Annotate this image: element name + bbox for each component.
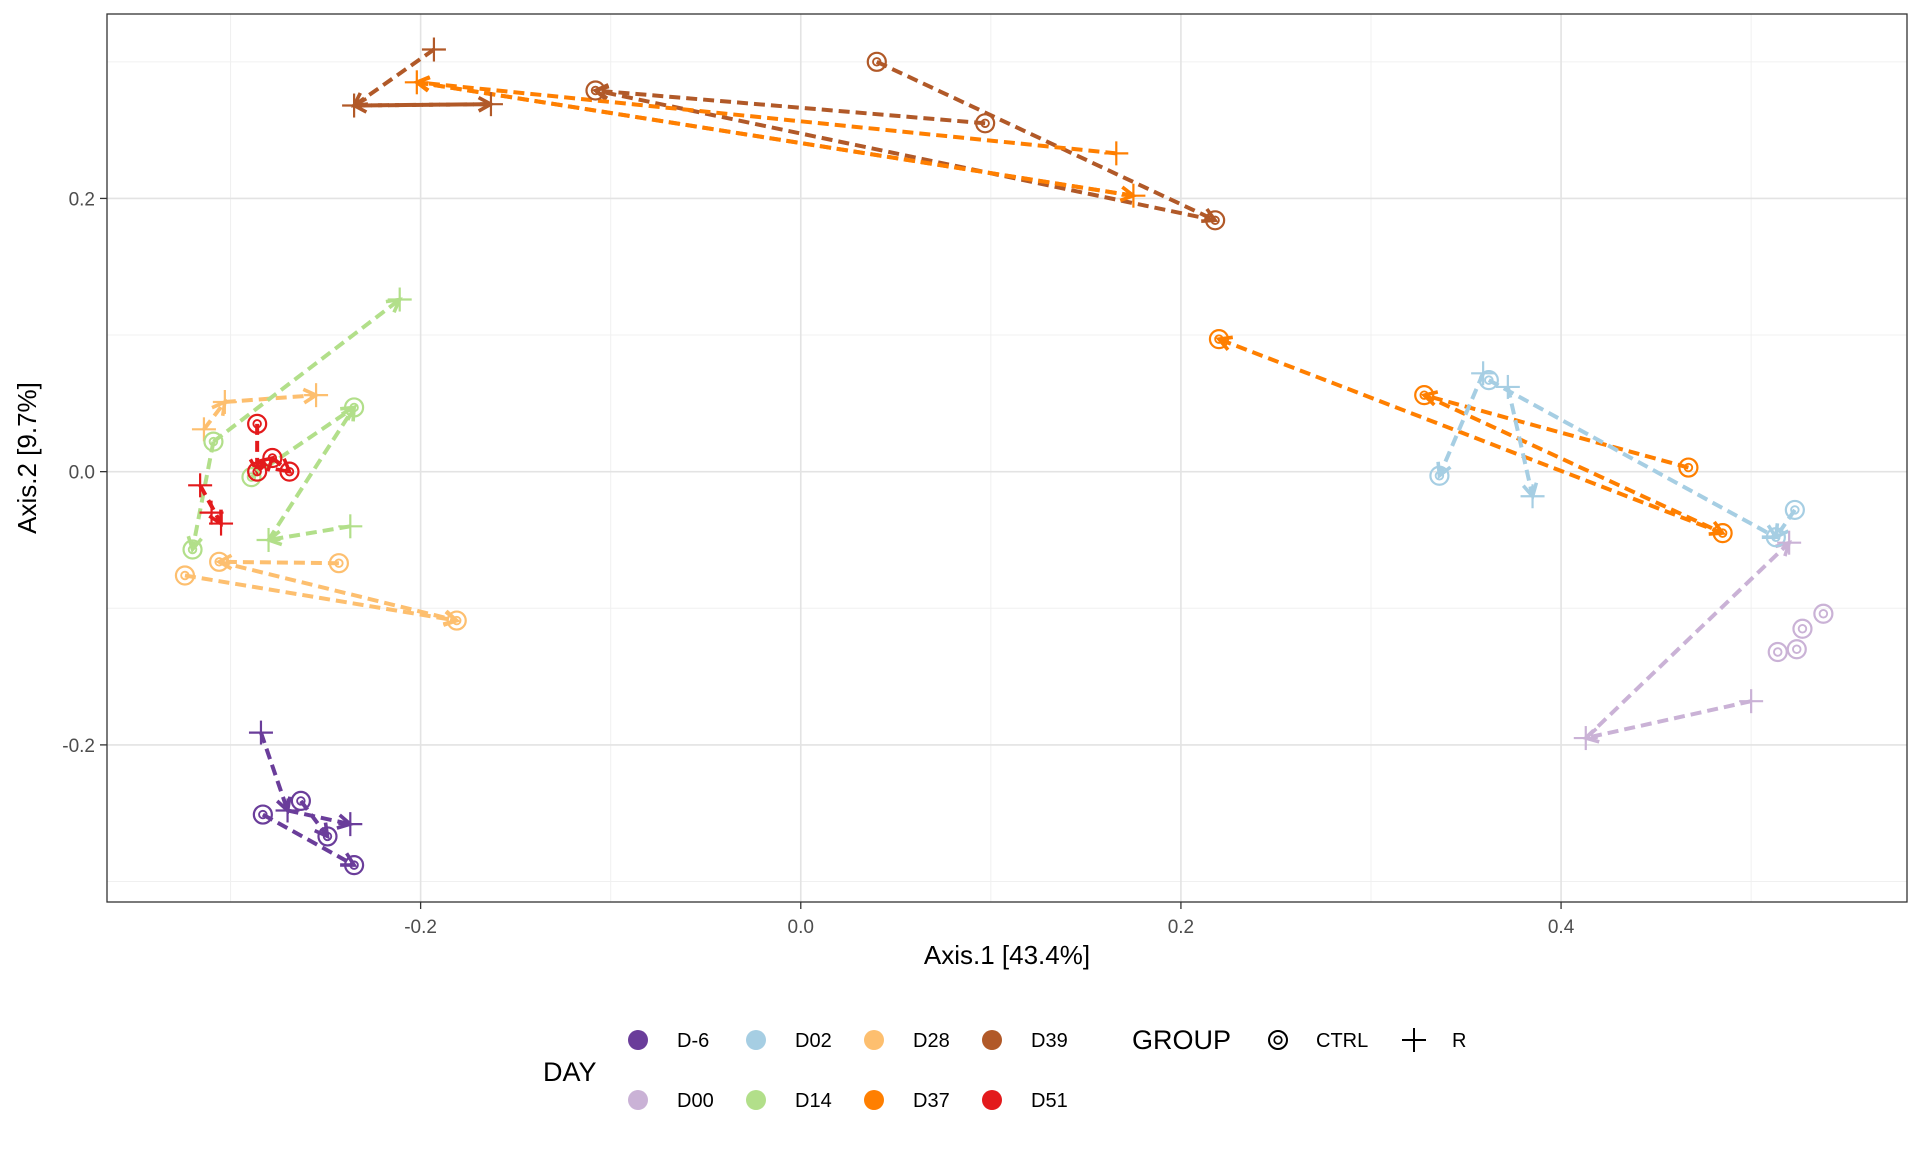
- point-r: [387, 287, 412, 312]
- point-ctrl: [182, 539, 203, 560]
- y-axis-title: Axis.2 [9.7%]: [12, 382, 42, 534]
- legend: DAY GROUP D-6 D02 D28 D39 D00 D14 D37 D51 CTRL R: [543, 1025, 1466, 1112]
- trajectory-arrows: [184, 47, 1797, 867]
- point-r: [342, 93, 367, 118]
- x-axis-title: Axis.1 [43.4%]: [924, 940, 1090, 970]
- point-ctrl: [247, 413, 268, 434]
- point-ctrl: [262, 447, 283, 469]
- point-ctrl: [317, 826, 338, 847]
- point-ctrl: [279, 461, 300, 482]
- point-ctrl: [1678, 457, 1699, 478]
- point-r: [1520, 484, 1545, 509]
- point-ctrl: [343, 855, 365, 876]
- point-r: [275, 798, 300, 823]
- grid-lines: [107, 14, 1907, 902]
- point-ctrl: [252, 804, 273, 825]
- legend-day-label: D00: [677, 1090, 714, 1112]
- point-ctrl: [1205, 210, 1226, 231]
- legend-day-label: D28: [913, 1030, 950, 1052]
- x-tick-label: 0.0: [788, 917, 814, 938]
- point-r: [1573, 726, 1598, 751]
- legend-day-label: D02: [795, 1030, 832, 1052]
- point-r: [209, 511, 234, 536]
- point-r: [1739, 689, 1764, 714]
- legend-group-key: [1268, 1030, 1288, 1050]
- legend-day-key: [628, 1090, 648, 1110]
- legend-group-label: CTRL: [1316, 1030, 1368, 1052]
- legend-day-label: D51: [1031, 1090, 1068, 1112]
- point-ctrl: [1478, 370, 1499, 391]
- legend-day-key: [746, 1090, 766, 1110]
- legend-day-key: [982, 1030, 1002, 1050]
- point-ctrl: [1414, 385, 1435, 406]
- point-r: [248, 720, 273, 745]
- point-r: [338, 812, 363, 837]
- legend-day-key: [982, 1090, 1002, 1110]
- point-ctrl: [343, 397, 365, 418]
- plot-panel-border: [106, 13, 1908, 903]
- point-ctrl: [328, 553, 349, 574]
- point-ctrl: [1813, 603, 1834, 624]
- point-ctrl: [241, 467, 262, 488]
- point-r: [1104, 141, 1129, 166]
- point-ctrl: [1767, 641, 1788, 663]
- point-ctrl: [247, 461, 268, 482]
- point-ctrl: [1792, 618, 1813, 639]
- point-r: [199, 500, 224, 525]
- data-points: [174, 37, 1834, 876]
- point-r: [188, 473, 213, 498]
- point-r: [304, 383, 329, 408]
- point-r: [191, 417, 216, 442]
- point-ctrl: [174, 565, 196, 586]
- point-ctrl: [1786, 639, 1807, 660]
- point-r: [1495, 374, 1520, 399]
- point-r: [256, 527, 281, 552]
- point-r: [338, 514, 363, 539]
- y-tick-label: 0.0: [69, 463, 95, 484]
- x-tick-label: -0.2: [404, 917, 437, 938]
- legend-group-title: GROUP: [1132, 1025, 1231, 1055]
- legend-day-label: D37: [913, 1090, 950, 1112]
- point-ctrl: [209, 551, 230, 572]
- legend-day-key: [864, 1090, 884, 1110]
- point-r: [421, 37, 446, 62]
- point-ctrl: [203, 431, 224, 452]
- point-ctrl: [975, 113, 996, 134]
- point-r: [212, 389, 237, 414]
- point-r: [404, 70, 429, 95]
- point-ctrl: [866, 51, 887, 72]
- legend-day-label: D14: [795, 1090, 832, 1112]
- point-ctrl: [1784, 499, 1805, 521]
- point-ctrl: [290, 790, 311, 812]
- point-ctrl: [1765, 527, 1786, 548]
- point-ctrl: [1429, 465, 1450, 486]
- point-r: [1121, 183, 1146, 208]
- point-r: [478, 92, 503, 117]
- legend-group-key: [1402, 1028, 1426, 1052]
- legend-day-title: DAY: [543, 1057, 597, 1087]
- legend-group-label: R: [1452, 1030, 1466, 1052]
- point-r: [1777, 530, 1802, 555]
- legend-day-key: [864, 1030, 884, 1050]
- legend-day-key: [746, 1030, 766, 1050]
- x-tick-label: 0.4: [1548, 917, 1575, 938]
- legend-day-label: D39: [1031, 1030, 1068, 1052]
- point-ctrl: [1208, 329, 1230, 350]
- legend-day-label: D-6: [677, 1030, 709, 1052]
- point-ctrl: [1712, 523, 1733, 544]
- y-tick-label: 0.2: [69, 189, 95, 210]
- legend-day-key: [628, 1030, 648, 1050]
- x-tick-label: 0.2: [1168, 917, 1194, 938]
- axis-ticks: -0.2 0.0 0.2 0.4 -0.2 0.0 0.2: [62, 189, 1574, 938]
- y-tick-label: -0.2: [62, 736, 95, 757]
- point-ctrl: [446, 610, 467, 631]
- point-ctrl: [585, 80, 606, 101]
